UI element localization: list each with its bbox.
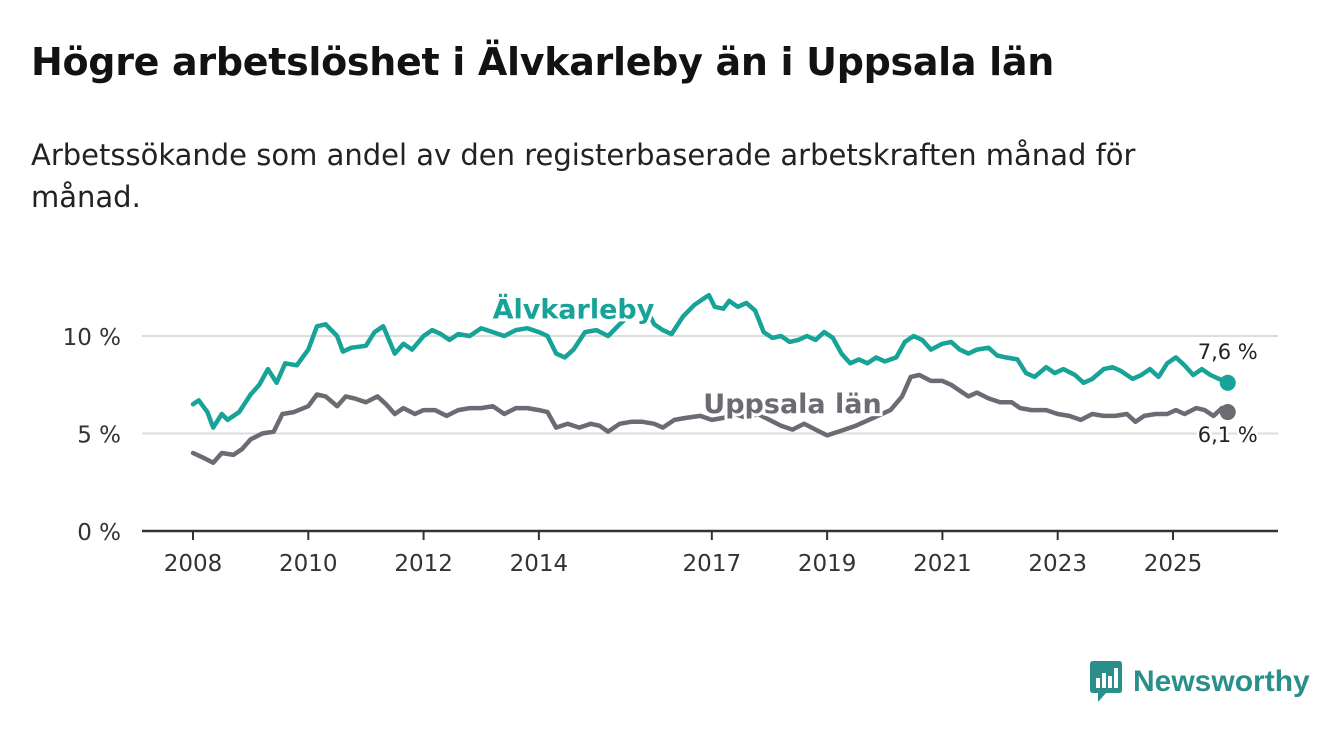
series-line-alvkarleby [190,292,1231,430]
x-tick-label: 2019 [798,551,857,577]
grid-lines [142,335,1278,435]
chart-title: Högre arbetslöshet i Älvkarleby än i Upp… [31,40,1054,84]
chart-subtitle: Arbetssökande som andel av den registerb… [31,138,1136,214]
x-tick-label: 2021 [913,551,972,577]
series-endpoint-alvkarleby [1219,374,1236,391]
y-tick-label: 5 % [77,423,121,449]
series-lines [190,292,1236,466]
x-tick-label: 2008 [164,551,223,577]
x-tick-label: 2023 [1028,551,1087,577]
y-tick-label: 10 % [63,325,121,351]
series-label-uppsala: Uppsala län [703,389,881,420]
series-endpoint-uppsala [1219,404,1236,421]
axes: 0 % 5 % 10 % 2008 2010 2012 2014 2017 2019 2021 20… [63,325,1278,577]
end-value-label-uppsala: 6,1 % [1198,423,1258,447]
x-tick-label: 2012 [394,551,453,577]
brand-logo[interactable]: Newsworthy [1088,660,1310,704]
x-tick-label: 2014 [510,551,569,577]
x-tick-label: 2017 [683,551,742,577]
x-tick-label: 2025 [1144,551,1203,577]
x-tick-label: 2010 [279,551,338,577]
brand-name: Newsworthy [1133,665,1310,698]
bar-chart-logo-icon [1090,661,1122,702]
end-value-label-alvkarleby: 7,6 % [1198,340,1258,364]
labels: Älvkarleby 7,6 % Uppsala län 6,1 % [490,290,1261,449]
series-line-uppsala [190,372,1231,466]
series-label-alvkarleby: Älvkarleby [493,293,655,325]
y-tick-label: 0 % [77,520,121,546]
